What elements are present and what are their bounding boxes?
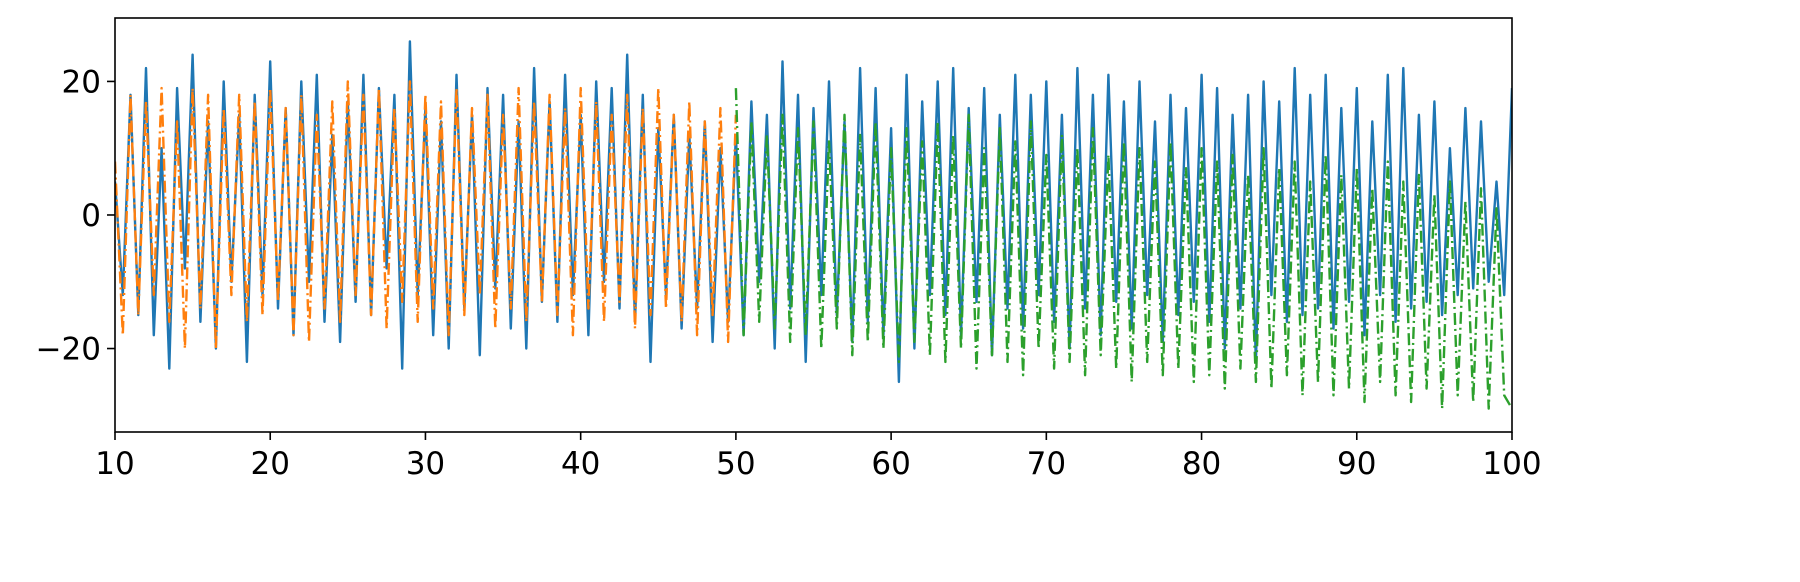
plot-frame xyxy=(114,17,1513,433)
series-line-0 xyxy=(115,40,1512,384)
x-tick-label: 50 xyxy=(716,446,755,482)
x-axis: 10 20 30 40 50 60 70 80 90 100 xyxy=(95,432,1542,482)
x-tick-label: 90 xyxy=(1337,446,1376,482)
y-tick-label: 0 xyxy=(81,198,101,234)
series-line-2 xyxy=(734,88,1512,410)
y-tick-label: 20 xyxy=(62,64,101,100)
y-axis: −20 0 20 xyxy=(36,64,115,368)
x-tick-label: 80 xyxy=(1182,446,1221,482)
x-tick-label: 100 xyxy=(1482,446,1541,482)
x-tick-label: 40 xyxy=(561,446,600,482)
x-tick-label: 70 xyxy=(1027,446,1066,482)
x-tick-label: 20 xyxy=(250,446,289,482)
x-tick-label: 60 xyxy=(871,446,910,482)
x-tick-label: 10 xyxy=(95,446,134,482)
series-layer xyxy=(115,40,1512,410)
series-line-1 xyxy=(115,80,738,350)
y-tick-label: −20 xyxy=(36,332,101,368)
x-tick-label: 30 xyxy=(406,446,445,482)
